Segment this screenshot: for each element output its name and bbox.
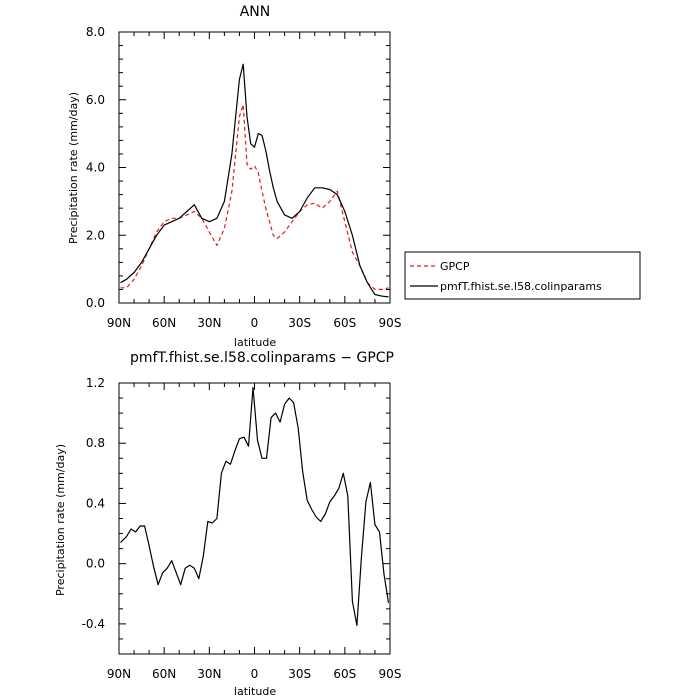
y-tick-label: 4.0: [86, 161, 105, 175]
y-tick-label: 6.0: [86, 93, 105, 107]
x-tick-label: 60N: [152, 667, 176, 681]
y-axis-label: Precipitation rate (mm/day): [54, 444, 67, 596]
legend-box: [404, 251, 641, 300]
y-axis-label: Precipitation rate (mm/day): [67, 92, 80, 244]
x-tick-label: 60N: [152, 316, 176, 330]
y-tick-label: 2.0: [86, 228, 105, 242]
x-tick-label: 90S: [379, 316, 402, 330]
y-tick-label: 8.0: [86, 25, 105, 39]
y-tick-label: 0.8: [86, 436, 105, 450]
x-tick-label: 30S: [288, 667, 311, 681]
series-line-difference: [120, 386, 390, 627]
x-tick-label: 30S: [288, 316, 311, 330]
x-tick-label: 0: [251, 667, 259, 681]
x-tick-label: 60S: [333, 667, 356, 681]
y-tick-label: 1.2: [86, 376, 105, 390]
panel-annual-precipitation: ANN 90N 60N 30N 0 30S 60S 90S 0.0 2.0 4.0 6.0 8.0 l…: [67, 4, 641, 349]
x-tick-label: 90N: [107, 316, 131, 330]
y-tick-label: 0.4: [86, 496, 105, 510]
panel-difference: pmfT.fhist.se.l58.colinparams − GPCP 90N…: [54, 350, 401, 698]
x-tick-label: 0: [251, 316, 259, 330]
x-tick-label: 60S: [333, 316, 356, 330]
legend-label-gpcp: GPCP: [440, 260, 470, 273]
y-tick-label: 0.0: [86, 557, 105, 571]
panel-title: ANN: [240, 4, 271, 20]
y-tick-label: -0.4: [82, 617, 105, 631]
x-axis-label: latitude: [234, 336, 276, 349]
x-tick-label: 90N: [107, 667, 131, 681]
x-axis-label: latitude: [234, 685, 276, 698]
series-line-gpcp: [120, 104, 389, 290]
x-tick-label: 30N: [197, 667, 221, 681]
legend: GPCP pmfT.fhist.se.l58.colinparams: [404, 251, 641, 300]
panel-title: pmfT.fhist.se.l58.colinparams − GPCP: [130, 350, 394, 366]
y-tick-label: 0.0: [86, 296, 105, 310]
legend-label-model: pmfT.fhist.se.l58.colinparams: [440, 280, 602, 293]
x-tick-label: 30N: [197, 316, 221, 330]
x-tick-label: 90S: [379, 667, 402, 681]
series-line-pmft-fhist-se-l58-colinparams: [120, 63, 389, 298]
